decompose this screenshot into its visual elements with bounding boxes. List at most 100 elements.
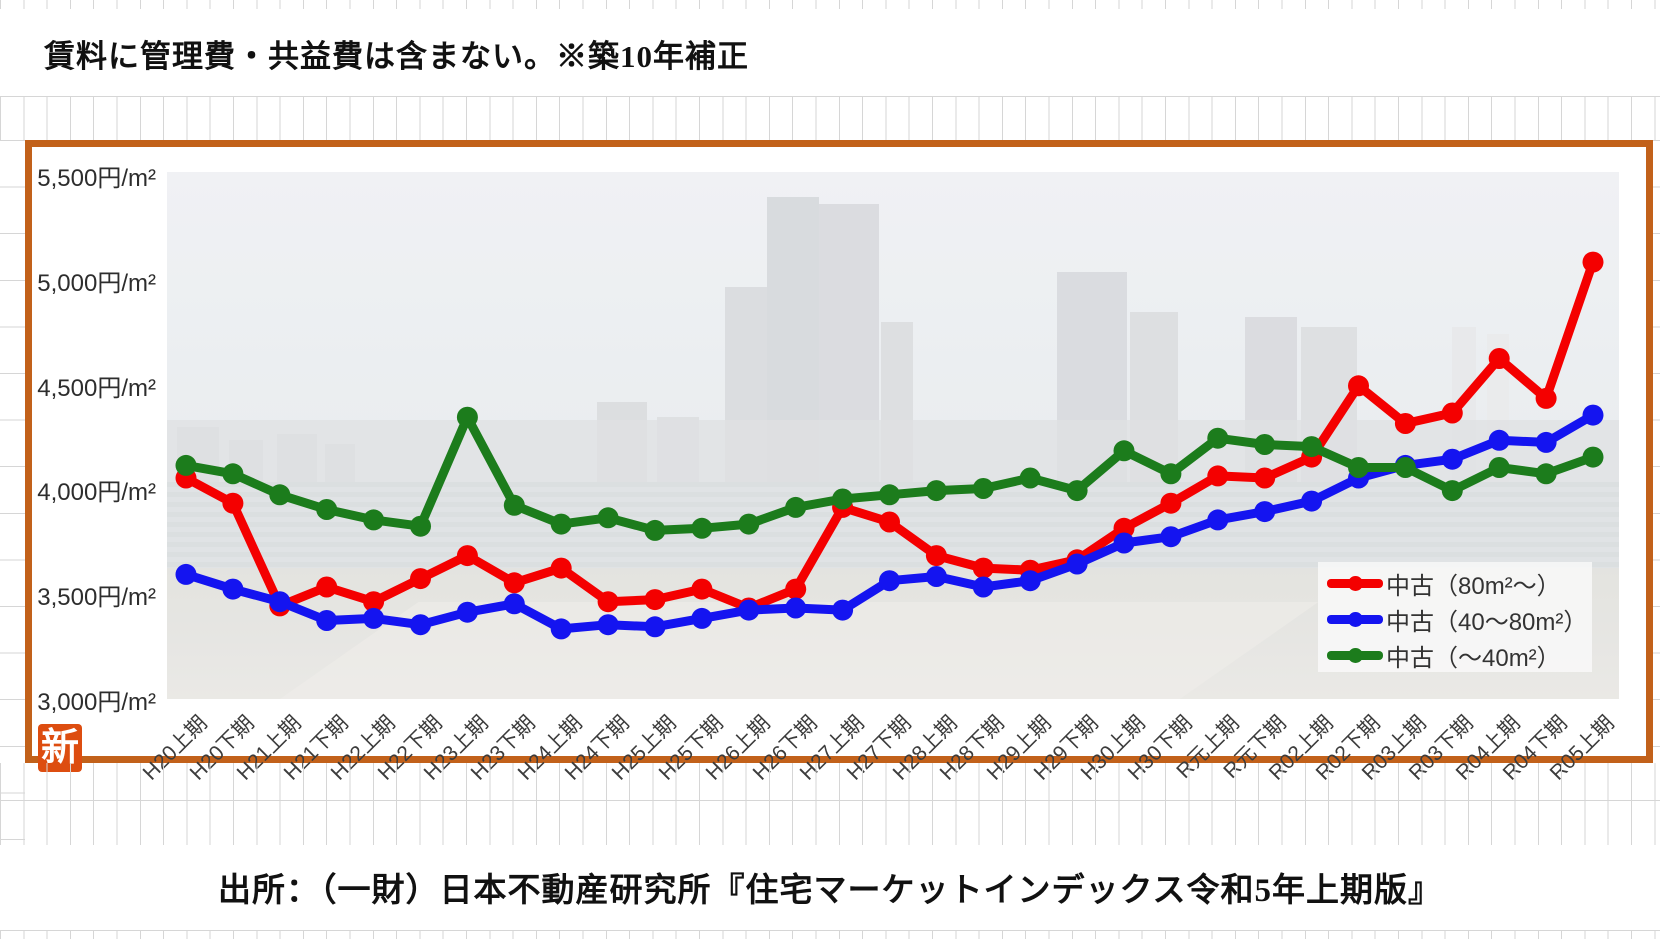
data-point xyxy=(1066,480,1088,502)
data-point xyxy=(738,599,760,621)
data-point xyxy=(1301,436,1323,458)
data-point xyxy=(1066,553,1088,575)
data-point xyxy=(879,511,900,533)
data-point xyxy=(363,509,385,531)
data-point xyxy=(503,572,525,594)
data-point xyxy=(1254,501,1276,523)
data-point xyxy=(972,478,994,499)
data-point xyxy=(1301,490,1323,512)
legend-item[interactable]: 中古（～40m²） xyxy=(1318,637,1592,673)
data-point xyxy=(972,576,994,598)
data-point xyxy=(644,519,666,541)
data-point xyxy=(879,570,900,592)
data-point xyxy=(1113,532,1135,554)
data-point xyxy=(1207,427,1229,449)
data-point xyxy=(363,607,385,629)
grid-line xyxy=(0,800,1660,801)
data-point xyxy=(925,545,947,567)
data-point xyxy=(363,591,385,613)
legend-line-icon xyxy=(1327,647,1383,663)
data-point xyxy=(1348,375,1369,397)
data-point xyxy=(1441,448,1463,470)
data-point xyxy=(1254,467,1276,489)
legend-label: 中古（～40m²） xyxy=(1386,644,1561,672)
data-point xyxy=(597,507,619,529)
data-point xyxy=(503,593,525,615)
series-svg xyxy=(175,251,1604,640)
data-point xyxy=(1160,463,1182,485)
data-point xyxy=(1113,440,1135,462)
data-point xyxy=(738,513,760,535)
data-point xyxy=(925,566,947,587)
grid-line xyxy=(0,96,1660,97)
legend-item[interactable]: 中古（40～80m²） xyxy=(1318,601,1592,637)
grid-band-top xyxy=(0,0,1660,9)
data-point xyxy=(456,406,478,428)
data-point xyxy=(175,563,197,585)
data-point xyxy=(316,499,338,520)
grid-band-bottom xyxy=(0,931,1660,939)
data-point xyxy=(222,578,244,600)
data-point xyxy=(832,599,854,621)
data-point xyxy=(1582,446,1604,468)
data-point xyxy=(1488,348,1510,369)
grid-line xyxy=(0,930,1660,931)
data-point xyxy=(972,557,994,579)
data-point xyxy=(785,496,807,518)
data-point xyxy=(1394,413,1416,434)
grid-band-lower xyxy=(0,763,1660,845)
series-2 xyxy=(175,406,1604,541)
legend[interactable]: 中古（80m²～） 中古（40～80m²） 中古（～40m²） xyxy=(1318,562,1592,672)
legend-label: 中古（40～80m²） xyxy=(1386,608,1588,636)
data-point xyxy=(1582,404,1604,426)
y-tick-label: 4,000円/m² xyxy=(37,479,156,507)
data-point xyxy=(691,517,713,539)
data-point xyxy=(269,591,291,613)
data-point xyxy=(879,484,900,506)
data-point xyxy=(222,492,244,514)
data-point xyxy=(1441,480,1463,502)
data-point xyxy=(1394,457,1416,478)
source-banner: 出所：（一財）日本不動産研究所『住宅マーケットインデックス令和5年上期版』 xyxy=(0,845,1660,930)
grid-band-upper xyxy=(0,97,1660,140)
data-point xyxy=(1535,387,1557,409)
plot-area[interactable] xyxy=(167,172,1619,699)
legend-item[interactable]: 中古（80m²～） xyxy=(1318,565,1592,601)
data-point xyxy=(1113,517,1135,539)
data-point xyxy=(832,488,854,510)
data-point xyxy=(550,618,572,640)
data-point xyxy=(1535,431,1557,453)
data-point xyxy=(597,614,619,636)
data-point xyxy=(456,545,478,567)
data-point xyxy=(175,454,197,476)
legend-marker-icon xyxy=(1348,611,1363,627)
data-point xyxy=(691,607,713,629)
legend-marker-icon xyxy=(1348,575,1363,591)
data-point xyxy=(644,589,666,611)
legend-line-icon xyxy=(1327,575,1383,591)
data-point xyxy=(1441,402,1463,424)
legend-label: 中古（80m²～） xyxy=(1386,572,1561,600)
data-point xyxy=(925,480,947,502)
legend-marker-icon xyxy=(1348,647,1363,663)
data-point xyxy=(1582,251,1604,273)
data-point xyxy=(316,610,338,631)
data-point xyxy=(550,513,572,535)
data-point xyxy=(550,557,572,579)
data-point xyxy=(1348,457,1369,478)
y-tick-label: 3,000円/m² xyxy=(37,689,156,716)
data-point xyxy=(410,614,431,636)
data-point xyxy=(644,616,666,638)
data-point xyxy=(785,597,807,619)
data-point xyxy=(691,578,713,600)
data-point xyxy=(316,576,338,598)
y-tick-label: 5,500円/m² xyxy=(37,165,156,192)
data-point xyxy=(597,591,619,613)
data-point xyxy=(1019,467,1041,489)
legend-line-icon xyxy=(1327,611,1383,627)
grid-right-margin xyxy=(1653,140,1660,763)
data-point xyxy=(410,515,431,537)
data-point xyxy=(1254,434,1276,455)
data-point xyxy=(1207,509,1229,531)
note-text: 賃料に管理費・共益費は含まない。※築10年補正 xyxy=(44,39,749,74)
